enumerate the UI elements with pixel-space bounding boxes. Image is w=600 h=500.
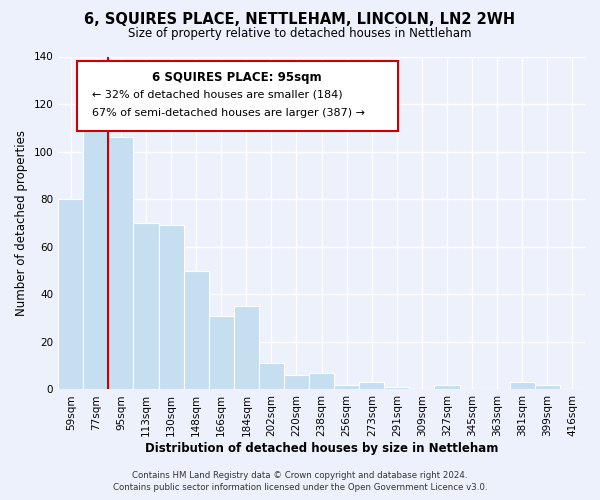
Bar [385, 387, 409, 390]
Bar [309, 373, 334, 390]
Text: ← 32% of detached houses are smaller (184): ← 32% of detached houses are smaller (18… [92, 89, 343, 99]
Bar [234, 306, 259, 390]
Bar [334, 384, 359, 390]
Bar [133, 223, 158, 390]
Bar [434, 384, 460, 390]
Bar [284, 375, 309, 390]
Bar [259, 364, 284, 390]
Bar [109, 138, 133, 390]
Text: 6, SQUIRES PLACE, NETTLEHAM, LINCOLN, LN2 2WH: 6, SQUIRES PLACE, NETTLEHAM, LINCOLN, LN… [85, 12, 515, 28]
Bar [158, 226, 184, 390]
Text: 67% of semi-detached houses are larger (387) →: 67% of semi-detached houses are larger (… [92, 108, 365, 118]
Text: 6 SQUIRES PLACE: 95sqm: 6 SQUIRES PLACE: 95sqm [152, 72, 322, 85]
Bar [510, 382, 535, 390]
X-axis label: Distribution of detached houses by size in Nettleham: Distribution of detached houses by size … [145, 442, 498, 455]
Bar [58, 199, 83, 390]
Y-axis label: Number of detached properties: Number of detached properties [15, 130, 28, 316]
Bar [359, 382, 385, 390]
Bar [184, 270, 209, 390]
Text: Contains HM Land Registry data © Crown copyright and database right 2024.
Contai: Contains HM Land Registry data © Crown c… [113, 471, 487, 492]
Bar [535, 384, 560, 390]
FancyBboxPatch shape [77, 62, 398, 132]
Text: Size of property relative to detached houses in Nettleham: Size of property relative to detached ho… [128, 28, 472, 40]
Bar [83, 126, 109, 390]
Bar [209, 316, 234, 390]
